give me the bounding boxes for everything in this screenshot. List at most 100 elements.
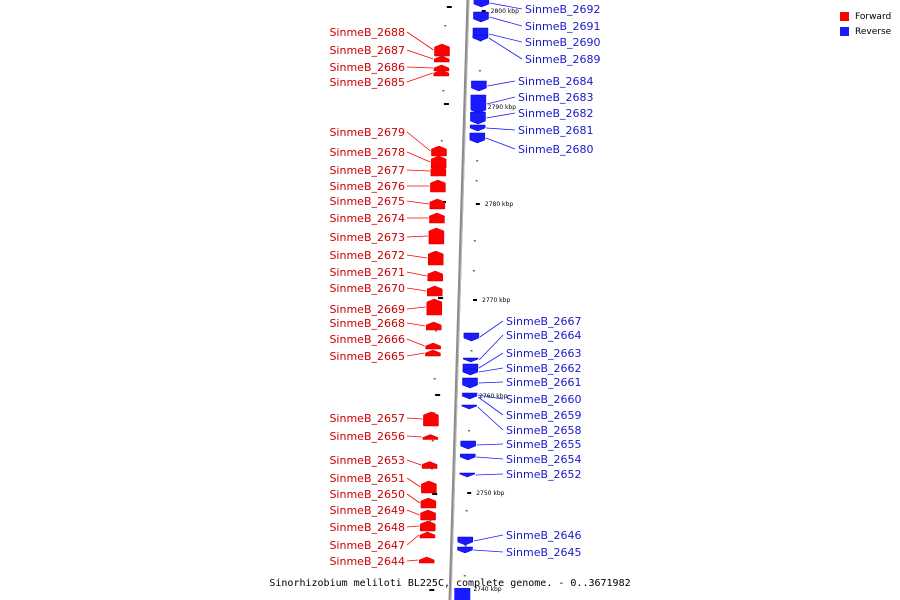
gene-label-reverse[interactable]: SinmeB_2660 <box>506 393 582 406</box>
gene-label-forward[interactable]: SinmeB_2666 <box>329 333 405 346</box>
gene-arrow-reverse[interactable] <box>462 368 479 376</box>
gene-label-reverse[interactable]: SinmeB_2692 <box>525 3 601 16</box>
gene-label-forward[interactable]: SinmeB_2644 <box>329 555 405 568</box>
gene-label-forward[interactable]: SinmeB_2650 <box>329 488 405 501</box>
gene-label-reverse[interactable]: SinmeB_2667 <box>506 315 582 328</box>
gene-label-reverse[interactable]: SinmeB_2659 <box>506 409 582 422</box>
gene-arrow-forward[interactable] <box>421 461 438 469</box>
gene-arrow-reverse[interactable] <box>457 536 474 546</box>
gene-arrow-reverse[interactable] <box>469 124 486 132</box>
gene-label-forward[interactable]: SinmeB_2656 <box>329 430 405 443</box>
gene-leader-line <box>473 534 504 542</box>
gene-arrow-reverse[interactable] <box>462 357 479 363</box>
gene-label-forward[interactable]: SinmeB_2647 <box>329 539 405 552</box>
gene-label-forward[interactable]: SinmeB_2670 <box>329 282 405 295</box>
gene-label-forward[interactable]: SinmeB_2657 <box>329 412 405 425</box>
gene-label-forward[interactable]: SinmeB_2685 <box>329 76 405 89</box>
gene-arrow-forward[interactable] <box>419 531 436 539</box>
gene-label-forward[interactable]: SinmeB_2686 <box>329 61 405 74</box>
gene-label-forward[interactable]: SinmeB_2668 <box>329 317 405 330</box>
gene-label-forward[interactable]: SinmeB_2651 <box>329 472 405 485</box>
gene-label-forward[interactable]: SinmeB_2669 <box>329 303 405 316</box>
gene-label-forward[interactable]: SinmeB_2679 <box>329 126 405 139</box>
gene-arrow-forward[interactable] <box>434 43 450 57</box>
gene-arrow-reverse[interactable] <box>460 453 476 461</box>
gene-label-reverse[interactable]: SinmeB_2681 <box>518 124 594 137</box>
gene-arrow-forward[interactable] <box>420 509 436 521</box>
gene-label-reverse[interactable]: SinmeB_2684 <box>518 75 594 88</box>
gene-label-forward[interactable]: SinmeB_2687 <box>329 44 405 57</box>
gene-label-reverse[interactable]: SinmeB_2680 <box>518 143 594 156</box>
gene-label-forward[interactable]: SinmeB_2671 <box>329 266 405 279</box>
gene-arrow-forward[interactable] <box>423 411 439 427</box>
gene-arrow-reverse[interactable] <box>472 34 489 42</box>
gene-arrow-forward[interactable] <box>421 480 437 494</box>
gene-arrow-forward[interactable] <box>419 520 436 532</box>
gene-arrow-forward[interactable] <box>425 321 442 331</box>
gene-arrow-forward[interactable] <box>429 212 445 224</box>
gene-label-reverse[interactable]: SinmeB_2682 <box>518 107 594 120</box>
gene-label-forward[interactable]: SinmeB_2688 <box>329 26 405 39</box>
scale-dot <box>475 180 478 182</box>
gene-arrow-reverse[interactable] <box>469 132 486 144</box>
gene-arrow-reverse[interactable] <box>470 111 486 125</box>
gene-label-reverse[interactable]: SinmeB_2662 <box>506 362 582 375</box>
gene-arrow-forward[interactable] <box>431 145 447 157</box>
gene-label-reverse[interactable]: SinmeB_2658 <box>506 424 582 437</box>
gene-arrow-reverse[interactable] <box>471 80 487 92</box>
gene-label-forward[interactable]: SinmeB_2674 <box>329 212 405 225</box>
gene-label-reverse[interactable]: SinmeB_2690 <box>525 36 601 49</box>
gene-leader-line <box>406 352 425 357</box>
gene-label-forward[interactable]: SinmeB_2665 <box>329 350 405 363</box>
gene-arrow-forward[interactable] <box>428 250 444 266</box>
gene-arrow-forward[interactable] <box>433 55 450 63</box>
gene-label-forward[interactable]: SinmeB_2673 <box>329 231 405 244</box>
gene-arrow-reverse[interactable] <box>461 394 478 400</box>
gene-label-reverse[interactable]: SinmeB_2691 <box>525 20 601 33</box>
gene-arrow-forward[interactable] <box>433 64 450 72</box>
gene-arrow-forward[interactable] <box>418 556 435 564</box>
scale-dash <box>446 6 452 8</box>
gene-label-reverse[interactable]: SinmeB_2646 <box>506 529 582 542</box>
gene-arrow-reverse[interactable] <box>461 404 478 410</box>
gene-leader-line <box>406 534 420 546</box>
gene-label-reverse[interactable]: SinmeB_2661 <box>506 376 582 389</box>
gene-label-forward[interactable]: SinmeB_2676 <box>329 180 405 193</box>
gene-arrow-reverse[interactable] <box>462 377 478 389</box>
gene-arrow-forward[interactable] <box>428 227 445 245</box>
gene-label-reverse[interactable]: SinmeB_2654 <box>506 453 582 466</box>
gene-arrow-forward[interactable] <box>425 349 441 357</box>
gene-arrow-reverse[interactable] <box>473 11 489 23</box>
gene-label-forward[interactable]: SinmeB_2675 <box>329 195 405 208</box>
gene-label-forward[interactable]: SinmeB_2678 <box>329 146 405 159</box>
gene-leader-line <box>487 80 516 87</box>
gene-label-reverse[interactable]: SinmeB_2652 <box>506 468 582 481</box>
gene-arrow-forward[interactable] <box>430 165 447 177</box>
gene-arrow-reverse[interactable] <box>460 440 476 450</box>
gene-arrow-reverse[interactable] <box>463 332 480 342</box>
gene-label-reverse[interactable]: SinmeB_2663 <box>506 347 582 360</box>
gene-arrow-forward[interactable] <box>429 198 446 210</box>
gene-arrow-reverse[interactable] <box>457 546 473 554</box>
gene-label-reverse[interactable]: SinmeB_2689 <box>525 53 601 66</box>
gene-arrow-reverse[interactable] <box>470 94 487 114</box>
gene-arrow-forward[interactable] <box>430 179 446 193</box>
gene-label-reverse[interactable]: SinmeB_2655 <box>506 438 582 451</box>
gene-arrow-forward[interactable] <box>422 434 439 440</box>
gene-arrow-reverse[interactable] <box>459 472 475 478</box>
gene-label-forward[interactable]: SinmeB_2649 <box>329 504 405 517</box>
gene-label-forward[interactable]: SinmeB_2677 <box>329 164 405 177</box>
gene-arrow-forward[interactable] <box>420 497 437 509</box>
gene-label-forward[interactable]: SinmeB_2653 <box>329 454 405 467</box>
gene-arrow-reverse[interactable] <box>473 0 490 8</box>
gene-label-reverse[interactable]: SinmeB_2664 <box>506 329 582 342</box>
gene-label-reverse[interactable]: SinmeB_2645 <box>506 546 582 559</box>
gene-arrow-forward[interactable] <box>425 342 441 350</box>
gene-arrow-forward[interactable] <box>427 285 443 297</box>
gene-arrow-forward[interactable] <box>433 69 450 77</box>
gene-arrow-forward[interactable] <box>426 298 443 316</box>
gene-label-forward[interactable]: SinmeB_2672 <box>329 249 405 262</box>
gene-label-reverse[interactable]: SinmeB_2683 <box>518 91 594 104</box>
gene-arrow-forward[interactable] <box>427 270 443 282</box>
gene-label-forward[interactable]: SinmeB_2648 <box>329 521 405 534</box>
